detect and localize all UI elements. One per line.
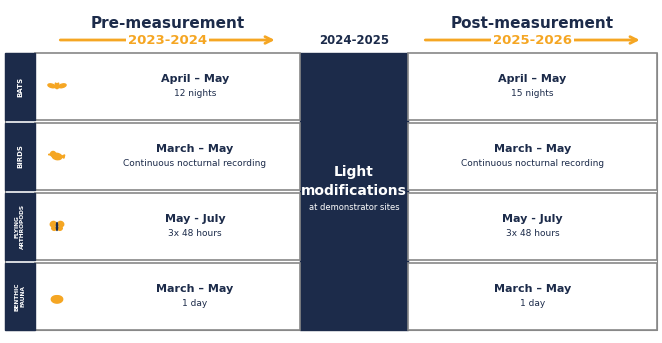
Text: Post-measurement: Post-measurement — [451, 15, 614, 31]
Bar — [408, 193, 657, 260]
Bar — [300, 53, 408, 330]
Text: March – May: March – May — [156, 284, 234, 294]
Bar — [35, 123, 300, 190]
Text: 3x 48 hours: 3x 48 hours — [506, 229, 559, 238]
Ellipse shape — [52, 153, 62, 160]
Bar — [35, 263, 300, 330]
Ellipse shape — [52, 227, 56, 230]
Polygon shape — [48, 154, 51, 155]
Bar — [5, 193, 35, 260]
Ellipse shape — [55, 84, 59, 88]
Text: March – May: March – May — [494, 284, 571, 294]
Text: BIRDS: BIRDS — [17, 144, 23, 168]
Text: 15 nights: 15 nights — [511, 89, 553, 98]
Bar — [35, 53, 300, 120]
Text: March – May: March – May — [494, 143, 571, 154]
Text: April – May: April – May — [498, 73, 567, 83]
Text: at demonstrator sites: at demonstrator sites — [308, 203, 399, 212]
Bar — [408, 123, 657, 190]
Text: 2024-2025: 2024-2025 — [319, 34, 389, 47]
Ellipse shape — [56, 223, 58, 230]
Text: Light
modifications: Light modifications — [301, 165, 407, 198]
Ellipse shape — [58, 221, 64, 227]
Polygon shape — [61, 155, 65, 158]
Circle shape — [50, 152, 56, 156]
Bar — [408, 263, 657, 330]
Text: FLYING
ARTHROPODS: FLYING ARTHROPODS — [15, 204, 25, 249]
Text: BATS: BATS — [17, 76, 23, 97]
Text: 2025-2026: 2025-2026 — [493, 34, 572, 47]
Ellipse shape — [58, 227, 62, 230]
Text: BENTHIC
FAUNA: BENTHIC FAUNA — [15, 282, 25, 311]
Ellipse shape — [50, 221, 56, 227]
Bar — [5, 263, 35, 330]
Text: April – May: April – May — [161, 73, 229, 83]
Bar — [35, 193, 300, 260]
Bar — [408, 53, 657, 330]
Text: May - July: May - July — [165, 213, 225, 224]
Text: 1 day: 1 day — [182, 299, 208, 308]
Text: March – May: March – May — [156, 143, 234, 154]
Bar — [5, 123, 35, 190]
Bar — [5, 53, 300, 330]
Ellipse shape — [58, 84, 66, 88]
Bar — [5, 53, 35, 120]
Text: 12 nights: 12 nights — [174, 89, 216, 98]
Text: May - July: May - July — [502, 213, 563, 224]
Text: 2023-2024: 2023-2024 — [128, 34, 207, 47]
Text: 3x 48 hours: 3x 48 hours — [168, 229, 222, 238]
Text: Continuous nocturnal recording: Continuous nocturnal recording — [123, 159, 267, 168]
Text: Pre-measurement: Pre-measurement — [91, 15, 245, 31]
Bar — [408, 53, 657, 120]
Polygon shape — [52, 296, 63, 303]
Ellipse shape — [48, 84, 56, 88]
Text: Continuous nocturnal recording: Continuous nocturnal recording — [461, 159, 604, 168]
Text: 1 day: 1 day — [520, 299, 545, 308]
